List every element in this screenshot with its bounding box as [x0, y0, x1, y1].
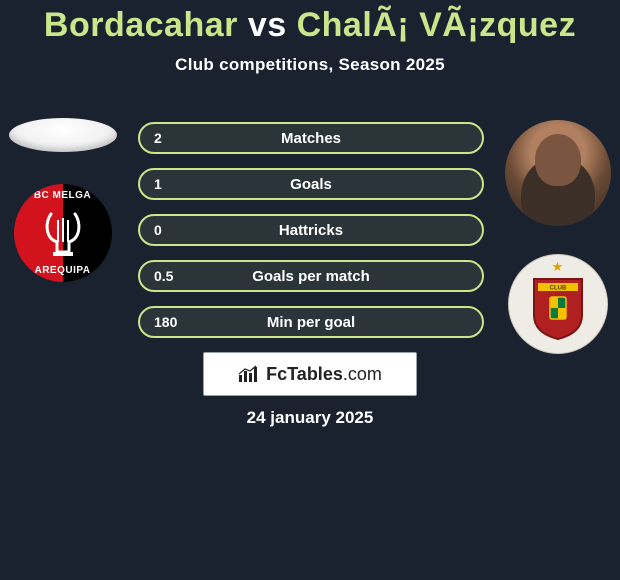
stat-bar-mpg: 180 Min per goal: [138, 306, 484, 338]
player1-club-crest: BC MELGA AREQUIPA: [14, 184, 112, 282]
stat-label: Min per goal: [140, 314, 482, 331]
bar-chart-icon: [238, 365, 260, 383]
vs-label: vs: [248, 6, 287, 44]
stat-label: Goals: [140, 176, 482, 193]
stat-bar-gpm: 0.5 Goals per match: [138, 260, 484, 292]
player1-photo-placeholder: [9, 118, 117, 152]
player1-name: Bordacahar: [44, 6, 238, 44]
stat-bars: 2 Matches 1 Goals 0 Hattricks 0.5 Goals …: [138, 122, 484, 338]
page-title: Bordacahar vs ChalÃ¡ VÃ¡zquez: [0, 0, 620, 45]
player2-name: ChalÃ¡ VÃ¡zquez: [297, 6, 577, 44]
stat-label: Matches: [140, 130, 482, 147]
stat-label: Hattricks: [140, 222, 482, 239]
club1-name-bottom: AREQUIPA: [14, 265, 112, 276]
stat-value: 0: [154, 222, 162, 238]
right-player-column: ★ CLUB: [495, 120, 620, 354]
left-player-column: BC MELGA AREQUIPA: [0, 118, 125, 282]
branding-main: FcTables: [266, 364, 343, 384]
branding-text: FcTables.com: [266, 364, 382, 385]
stat-label: Goals per match: [140, 268, 482, 285]
stat-value: 180: [154, 314, 177, 330]
club1-name-top: BC MELGA: [14, 190, 112, 201]
stat-bar-matches: 2 Matches: [138, 122, 484, 154]
svg-text:CLUB: CLUB: [549, 286, 566, 292]
stat-value: 2: [154, 130, 162, 146]
footer-date: 24 january 2025: [0, 408, 620, 428]
stat-bar-hattricks: 0 Hattricks: [138, 214, 484, 246]
lyre-icon: [43, 208, 83, 258]
branding-suffix: .com: [343, 364, 382, 384]
star-icon: ★: [552, 259, 564, 275]
stat-value: 1: [154, 176, 162, 192]
player2-club-crest: ★ CLUB: [508, 254, 608, 354]
stat-bar-goals: 1 Goals: [138, 168, 484, 200]
subtitle: Club competitions, Season 2025: [0, 55, 620, 75]
shield-icon: CLUB: [530, 275, 586, 341]
stat-value: 0.5: [154, 268, 173, 284]
comparison-card: Bordacahar vs ChalÃ¡ VÃ¡zquez Club compe…: [0, 0, 620, 580]
branding-box: FcTables.com: [203, 352, 417, 396]
player2-photo: [505, 120, 611, 226]
